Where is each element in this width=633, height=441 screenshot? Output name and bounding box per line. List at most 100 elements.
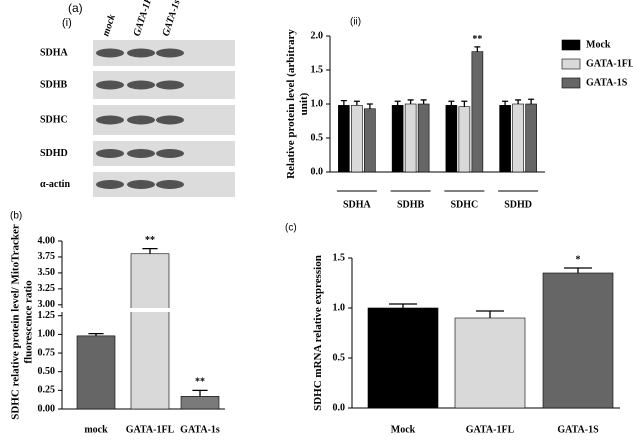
annotation: ** xyxy=(145,235,155,246)
blot-band xyxy=(96,180,124,189)
blot-band xyxy=(156,149,184,158)
bar xyxy=(351,105,363,173)
blot-row-label: SDHA xyxy=(40,47,69,58)
bar xyxy=(525,103,537,173)
error-bar xyxy=(461,100,468,107)
blot-band xyxy=(127,180,155,189)
y-tick-label: 1.0 xyxy=(333,302,346,313)
error-bar xyxy=(389,303,417,308)
x-tick-label: Mock xyxy=(391,424,416,435)
y-tick-label: 0.75 xyxy=(38,347,56,358)
bar xyxy=(391,105,404,173)
y-tick-label: 1.25 xyxy=(38,310,56,321)
blot-band xyxy=(96,80,124,90)
error-bar xyxy=(88,332,104,336)
y-tick-label: 3.50 xyxy=(38,267,56,278)
error-bar xyxy=(340,99,347,106)
y-tick-label: 1.5 xyxy=(333,252,346,263)
x-tick-label: GATA-1s xyxy=(180,424,220,435)
error-bar xyxy=(407,99,414,104)
error-bar xyxy=(515,99,522,104)
error-bar xyxy=(528,98,535,104)
legend-swatch xyxy=(561,58,581,70)
bar xyxy=(404,103,417,173)
x-tick-label: SDHC xyxy=(450,199,478,210)
annotation: ** xyxy=(472,34,482,45)
error-bar xyxy=(476,310,504,318)
x-tick-label: GATA-1FL xyxy=(466,424,515,435)
error-bar xyxy=(564,267,592,273)
y-tick-label: 0.0 xyxy=(333,402,346,413)
bar xyxy=(458,106,471,173)
axis-break xyxy=(60,308,227,312)
blot-row-label: SDHD xyxy=(40,148,68,159)
legend-swatch xyxy=(561,39,581,51)
error-bar xyxy=(502,100,509,106)
x-tick-label: GATA-1S xyxy=(557,424,599,435)
legend-label: GATA-1S xyxy=(586,77,628,88)
blot-band xyxy=(156,48,184,58)
y-axis-label: Relative protein level (arbitrary unit) xyxy=(285,29,310,179)
blot-band xyxy=(127,115,155,125)
blot-band xyxy=(96,48,124,58)
x-tick-label: SDHA xyxy=(343,199,372,210)
legend-label: GATA-1FL xyxy=(586,58,633,69)
bar xyxy=(338,105,350,173)
blot-lane-label: GATA-1s xyxy=(161,0,183,38)
blot-band xyxy=(156,115,184,125)
blot-row-label: α-actin xyxy=(40,179,70,190)
y-tick-label: 0.5 xyxy=(333,352,346,363)
legend-swatch xyxy=(561,77,581,89)
y-tick-label: 1.0 xyxy=(311,98,324,109)
error-bar xyxy=(353,100,360,106)
x-tick-label: SDHD xyxy=(504,199,532,210)
y-tick-label: 1.00 xyxy=(38,329,56,340)
panel-label: (b) xyxy=(10,211,22,222)
x-tick-label: SDHB xyxy=(397,199,425,210)
bar xyxy=(367,307,439,409)
bar xyxy=(130,253,170,410)
y-tick-label: 3.25 xyxy=(38,283,56,294)
y-tick-label: 0.0 xyxy=(311,166,324,177)
bar xyxy=(471,51,484,173)
panel-label: (c) xyxy=(285,223,297,234)
subpanel-label: (i) xyxy=(62,17,72,29)
blot-band xyxy=(127,48,155,58)
bar xyxy=(454,317,526,409)
blot-band xyxy=(96,149,124,158)
y-tick-label: 0.25 xyxy=(38,385,56,396)
y-tick-label: 3.75 xyxy=(38,251,56,262)
annotation: * xyxy=(576,254,581,265)
bar xyxy=(542,272,614,409)
blot-row-label: SDHB xyxy=(40,79,68,90)
bar xyxy=(76,335,116,410)
error-bar xyxy=(420,99,427,104)
y-tick-label: 2.0 xyxy=(311,30,324,41)
blot-band xyxy=(96,115,124,125)
error-bar xyxy=(474,46,481,52)
y-axis-label: SDHC mRNA relative expression xyxy=(311,255,324,411)
blot-band xyxy=(127,149,155,158)
error-bar xyxy=(394,100,401,106)
error-bar xyxy=(448,100,455,106)
bar xyxy=(364,108,376,173)
y-tick-label: 0.5 xyxy=(311,132,324,143)
blot-band xyxy=(156,180,184,189)
bar xyxy=(180,396,220,410)
error-bar xyxy=(192,389,208,397)
bar xyxy=(417,103,430,173)
y-tick-label: 1.5 xyxy=(311,64,324,75)
annotation: ** xyxy=(195,377,205,388)
error-bar xyxy=(142,248,158,254)
y-tick-label: 3.00 xyxy=(38,299,56,310)
y-axis-label: SDHC relative protein level/ MitoTracker… xyxy=(9,224,34,420)
bar xyxy=(499,105,511,173)
bar xyxy=(445,105,458,173)
y-tick-label: 0.50 xyxy=(38,366,56,377)
x-tick-label: mock xyxy=(84,424,108,435)
panel-label: (ii) xyxy=(350,17,361,28)
x-tick-label: GATA-1FL xyxy=(126,424,175,435)
panel-label: (a) xyxy=(68,1,83,15)
